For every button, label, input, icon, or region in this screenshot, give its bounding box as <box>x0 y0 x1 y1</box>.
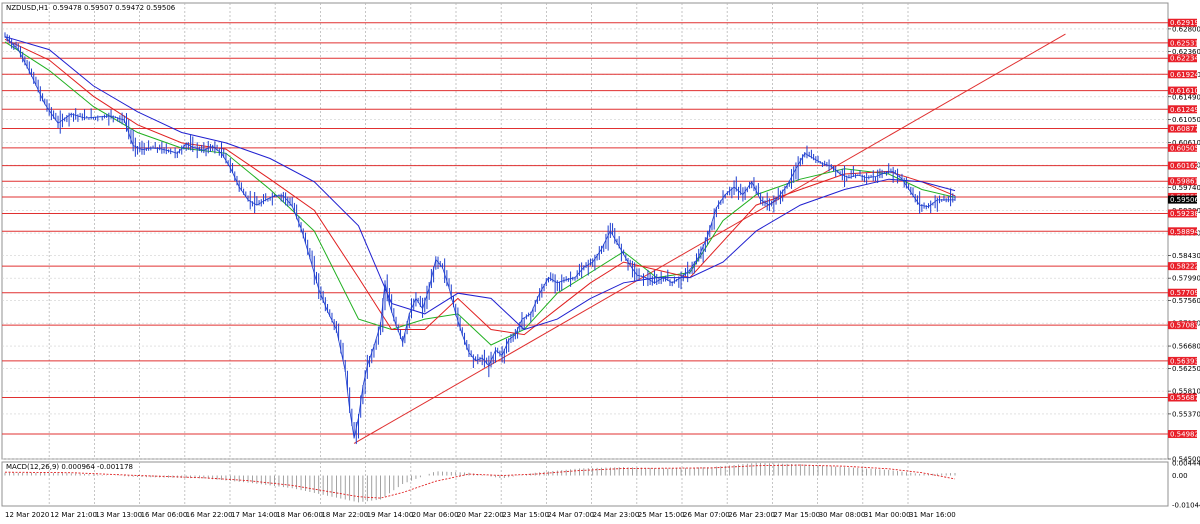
level-tag-bg <box>1168 18 1197 27</box>
level-tag-label: 0.61610 <box>1170 87 1199 95</box>
macd-tick-label: 0.00 <box>1172 472 1188 480</box>
price-tick-label: 0.55810 <box>1172 388 1200 396</box>
level-tag-bg <box>1168 70 1197 79</box>
macd-header: MACD(12,26,9) 0.000964 -0.001178 <box>6 463 133 471</box>
time-axis-label: 31 Mar 16:00 <box>909 511 956 519</box>
trendline-group <box>353 33 1066 444</box>
level-tag-label: 0.58894 <box>1170 228 1199 236</box>
time-axis-label: 16 Mar 22:00 <box>186 511 233 519</box>
price-tick-label: 0.54500 <box>1172 456 1200 464</box>
macd-tick-label: -0.010448 <box>1172 502 1200 510</box>
level-tag-bg <box>1168 143 1197 152</box>
level-tag-label: 0.59861 <box>1170 178 1199 186</box>
level-tag-bg <box>1168 177 1197 186</box>
time-axis-label: 18 Mar 06:00 <box>276 511 323 519</box>
macd-label: MACD(12,26,9) <box>6 463 60 471</box>
macd-signal-value: -0.001178 <box>97 463 133 471</box>
level-tag-bg <box>1168 227 1197 236</box>
chart-symbol: NZDUSD,H1 <box>6 4 49 12</box>
time-axis-label: 12 Mar 21:00 <box>50 511 97 519</box>
vertical-grid <box>48 3 909 506</box>
level-tag-label: 0.57709 <box>1170 289 1199 297</box>
price-tick-label: 0.60610 <box>1172 139 1200 147</box>
price-close-line <box>4 36 955 439</box>
time-axis-label: 13 Mar 13:00 <box>95 511 142 519</box>
time-axis-label: 26 Mar 23:00 <box>728 511 775 519</box>
level-tag-bg <box>1168 38 1197 47</box>
trendline <box>353 33 1066 444</box>
macd-signal-line <box>4 464 956 499</box>
time-axis-label: 24 Mar 07:00 <box>547 511 594 519</box>
level-tag-bg <box>1168 54 1197 63</box>
time-axis-label: 12 Mar 2020 <box>5 511 49 519</box>
time-axis-label: 27 Mar 15:00 <box>773 511 820 519</box>
chart-header: NZDUSD,H1 0.59478 0.59507 0.59472 0.5950… <box>6 4 175 12</box>
time-axis-label: 20 Mar 06:00 <box>412 511 459 519</box>
level-tag-bg <box>1168 105 1197 114</box>
moving-average-line <box>4 41 956 346</box>
level-tag-label: 0.54982 <box>1170 431 1199 439</box>
moving-average-line <box>4 38 956 336</box>
price-tick-label: 0.56250 <box>1172 365 1200 373</box>
price-tick-label: 0.61490 <box>1172 93 1200 101</box>
time-axis-label: 16 Mar 06:00 <box>141 511 188 519</box>
level-tag-bg <box>1168 321 1197 330</box>
level-tag-bg <box>1168 86 1197 95</box>
level-tag-label: 0.60505 <box>1170 144 1199 152</box>
price-tick-label: 0.57560 <box>1172 297 1200 305</box>
level-tag-label: 0.58222 <box>1170 263 1199 271</box>
macd-plot-frame <box>1 461 1169 507</box>
level-tag-label: 0.62919 <box>1170 19 1199 27</box>
time-axis-label: 18 Mar 22:00 <box>321 511 368 519</box>
level-tag-bg <box>1168 209 1197 218</box>
time-axis-label: 20 Mar 22:00 <box>457 511 504 519</box>
time-axis-label: 25 Mar 15:00 <box>638 511 685 519</box>
macd-main-value: 0.000964 <box>61 463 95 471</box>
level-tag-bg <box>1168 393 1197 402</box>
time-axis-label: 30 Mar 08:00 <box>819 511 866 519</box>
level-tag-bg <box>1168 288 1197 297</box>
price-tick-label: 0.62360 <box>1172 48 1200 56</box>
price-series <box>4 32 956 445</box>
time-axis-label: 31 Mar 00:00 <box>864 511 911 519</box>
current-price-tag-label: 0.59506 <box>1170 196 1199 204</box>
level-tag-label: 0.55687 <box>1170 394 1199 402</box>
price-tick-label: 0.57990 <box>1172 275 1200 283</box>
level-tag-bg <box>1168 430 1197 439</box>
price-tick-label: 0.55370 <box>1172 410 1200 418</box>
level-tag-label: 0.61249 <box>1170 106 1199 114</box>
level-tag-bg <box>1168 262 1197 271</box>
level-tag-label: 0.61924 <box>1170 71 1199 79</box>
level-tag-label: 0.60877 <box>1170 125 1199 133</box>
time-axis-label: 19 Mar 14:00 <box>367 511 414 519</box>
macd-tick-label: 0.004449 <box>1172 460 1200 468</box>
chart-ohlc: 0.59478 0.59507 0.59472 0.59506 <box>52 4 176 12</box>
level-tag-label: 0.57083 <box>1170 322 1199 330</box>
price-tick-label: 0.59740 <box>1172 184 1200 192</box>
price-tick-label: 0.56680 <box>1172 343 1200 351</box>
moving-averages <box>4 36 956 346</box>
macd-panel: 0.004449 0.00 -0.010448 <box>4 460 1200 510</box>
price-tick-label: 0.62800 <box>1172 25 1200 33</box>
level-tag-label: 0.59238 <box>1170 210 1199 218</box>
price-tick-label: 0.58430 <box>1172 252 1200 260</box>
time-axis-label: 23 Mar 15:00 <box>502 511 549 519</box>
level-tag-bg <box>1168 124 1197 133</box>
time-axis-label: 26 Mar 07:00 <box>683 511 730 519</box>
time-axis-label: 17 Mar 14:00 <box>231 511 278 519</box>
level-tag-bg <box>1168 356 1197 365</box>
level-tag-label: 0.62234 <box>1170 55 1199 63</box>
price-tick-label: 0.61050 <box>1172 116 1200 124</box>
level-tag-bg <box>1168 161 1197 170</box>
moving-average-line <box>4 36 956 331</box>
level-tag-label: 0.62531 <box>1170 39 1199 47</box>
current-price-tag-bg <box>1168 195 1197 204</box>
time-axis-label: 24 Mar 23:00 <box>593 511 640 519</box>
level-tag-label: 0.56393 <box>1170 357 1199 365</box>
level-tags: 0.62919 0.62531 0.62234 0.61924 0.61610 0.612… <box>1168 18 1199 439</box>
level-tag-label: 0.60162 <box>1170 162 1199 170</box>
